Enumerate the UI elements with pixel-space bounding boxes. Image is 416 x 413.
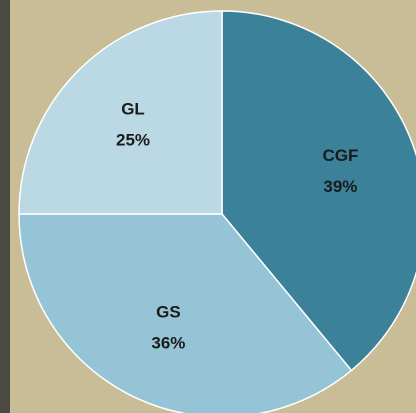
- slice-value-label: 25%: [116, 130, 150, 149]
- slice-label: GS: [156, 302, 181, 321]
- slice-label: CGF: [322, 146, 358, 165]
- page: CGF39%GS36%GL25% (() => { const data = J…: [0, 0, 416, 413]
- photo-edge: [0, 0, 10, 413]
- chart: CGF 39% GS 36% GL 25%: [0, 0, 416, 413]
- slice-value-label: 36%: [151, 333, 185, 352]
- pie: [19, 11, 416, 413]
- slice-value-label: 39%: [323, 177, 357, 196]
- slice-label: GL: [121, 99, 145, 118]
